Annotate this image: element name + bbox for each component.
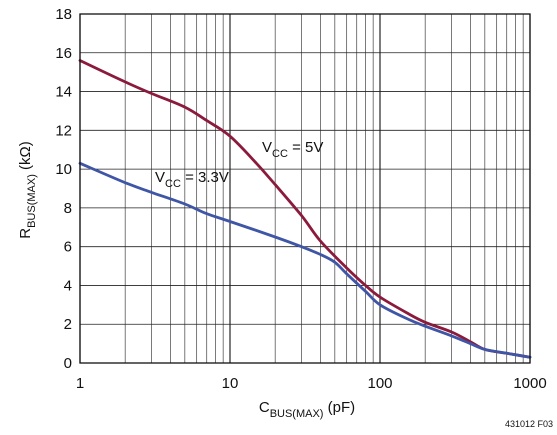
y-tick-label: 6 bbox=[64, 239, 72, 256]
grid bbox=[79, 13, 531, 364]
y-tick-label: 0 bbox=[64, 355, 72, 372]
y-tick-label: 18 bbox=[55, 6, 72, 23]
y-tick-label: 2 bbox=[64, 316, 72, 333]
y-tick-label: 12 bbox=[55, 122, 72, 139]
y-tick-label: 14 bbox=[55, 84, 72, 101]
y-tick-label: 16 bbox=[55, 45, 72, 62]
x-tick-label: 10 bbox=[222, 375, 239, 392]
x-tick-label: 1000 bbox=[513, 375, 546, 392]
series-label-5v: VCC = 5V bbox=[262, 139, 323, 160]
figure-id: 431012 F03 bbox=[505, 419, 553, 429]
x-tick-label: 1 bbox=[76, 375, 84, 392]
y-axis-title: RBUS(MAX) (kΩ) bbox=[17, 141, 38, 239]
y-tick-labels: 0 2 4 6 8 10 12 14 16 18 bbox=[55, 6, 72, 372]
series-lines bbox=[78, 59, 532, 359]
x-axis-title: CBUS(MAX) (pF) bbox=[259, 399, 355, 420]
y-tick-label: 8 bbox=[64, 200, 72, 217]
y-tick-label: 10 bbox=[55, 161, 72, 178]
x-tick-labels: 1 10 100 1000 bbox=[76, 375, 547, 392]
series-line-3v3 bbox=[78, 161, 532, 359]
series-line-5v bbox=[78, 59, 532, 359]
series-label-3v3: VCC = 3.3V bbox=[155, 169, 229, 190]
plot-frame bbox=[79, 13, 531, 364]
x-tick-label: 100 bbox=[367, 375, 392, 392]
y-tick-label: 4 bbox=[64, 277, 72, 294]
